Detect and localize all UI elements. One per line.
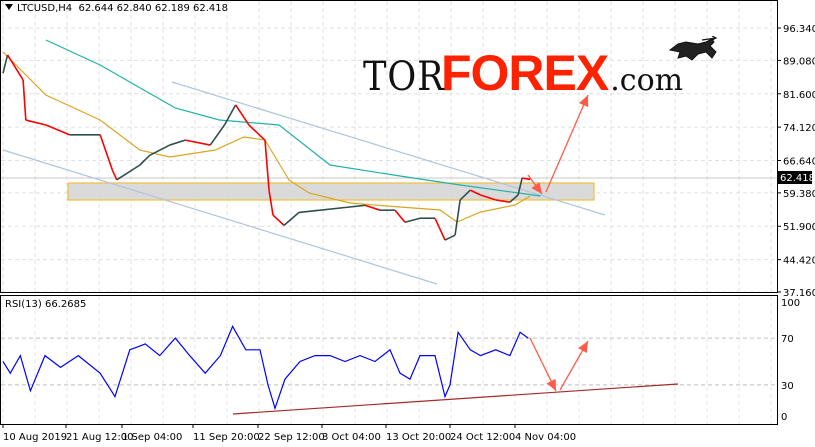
price-tick-label: 89.080 [783,56,815,67]
channel-lower-line[interactable] [2,149,438,285]
time-tick-label: 13 Oct 20:00 [386,432,451,443]
price-segment [319,206,346,211]
forecast-arrow-down-head-icon [531,182,542,194]
price-segment [6,54,24,81]
price-segment [22,79,27,121]
price-series [2,39,541,241]
price-segment [364,204,381,211]
ma-fast-line [2,51,531,223]
rsi-tick-label: 70 [781,334,794,345]
price-segment [394,209,406,223]
price-segment [264,140,270,191]
price-segment [495,199,511,203]
price-segment [298,209,321,214]
price-segment [223,104,237,126]
drawing-objects [2,81,679,415]
price-segment [25,119,47,126]
price-segment [469,189,481,196]
support-zone[interactable] [67,182,595,201]
price-segment [234,104,250,126]
price-segment [139,154,151,166]
rsi-tick-label: 30 [781,381,794,392]
rsi-arrow-down-head-icon [546,378,556,391]
rsi-tick-label: 0 [781,412,787,423]
price-tick-label: 51.900 [783,222,815,233]
current-price-badge [778,171,812,184]
time-tick-label: 21 Aug 12:00 [66,432,133,443]
price-segment [209,124,226,146]
logo-com: .com [610,63,684,98]
price-segment [404,217,421,224]
price-segment [434,217,446,241]
price-segment [517,177,523,196]
forecast-arrow-up-head-icon [579,95,589,108]
price-segment [45,124,70,136]
time-tick-label: 11 Sep 20:00 [193,432,260,443]
rsi-panel-frame [0,295,778,425]
price-segment [99,134,114,171]
price-segment [344,204,366,209]
main-panel-frame [0,0,778,293]
dropdown-triangle-icon[interactable] [5,4,13,10]
rsi-trendline[interactable] [232,383,679,415]
price-tick-label: 37.160 [783,288,815,299]
price-segment [149,144,171,157]
bull-icon [668,36,718,61]
time-tick-label: 1 Sep 04:00 [122,432,182,443]
price-tick-label: 66.640 [783,156,815,167]
ohlc-values: 62.644 62.840 62.189 62.418 [78,3,229,14]
symbol-label: LTCUSD,H4 [17,3,73,14]
time-tick-label: 24 Oct 12:00 [450,432,515,443]
torforex-logo: TORFOREX.com [363,44,683,101]
price-segment [248,124,266,141]
rsi-tick-label: 100 [781,298,800,309]
current-price-label: 62.418 [780,173,815,184]
logo-forex: FOREX [441,45,609,101]
price-segment [116,164,141,181]
price-tick-label: 81.600 [783,90,815,101]
price-tick-label: 96.340 [783,24,815,35]
price-segment [480,194,496,201]
price-segment [268,189,274,216]
axes: 96.340 89.080 81.600 74.120 66.640 59.380 51.9… [2,24,815,443]
rsi-arrow-up-head-icon [578,341,588,354]
price-segment [272,214,285,226]
price-segment [521,177,531,181]
ma-slow-line [45,39,541,197]
time-tick-label: 22 Sep 12:00 [258,432,325,443]
price-segment [459,189,471,201]
price-segment [444,234,456,241]
rsi-series [2,325,529,411]
rsi-label: RSI(13) 66.2685 [5,299,87,310]
price-tick-label: 44.420 [783,256,815,267]
time-tick-label: 10 Aug 2019 [3,432,67,443]
channel-upper-line[interactable] [171,81,606,216]
price-segment [2,54,9,74]
price-tick-label: 74.120 [783,123,815,134]
price-segment [509,194,519,203]
price-segment [111,169,118,181]
time-tick-label: 3 Oct 04:00 [322,432,381,443]
time-tick-label: 4 Nov 04:00 [515,432,576,443]
rsi-line [2,325,529,411]
chart-header: LTCUSD,H4 62.644 62.840 62.189 62.418 [5,3,228,14]
price-segment [283,211,300,226]
logo-tor: TOR [363,54,445,100]
price-tick-label: 59.380 [783,189,815,200]
price-segment [169,139,186,146]
price-segment [185,139,211,146]
forecast-arrow-up[interactable] [545,94,589,193]
price-segment [454,199,461,236]
